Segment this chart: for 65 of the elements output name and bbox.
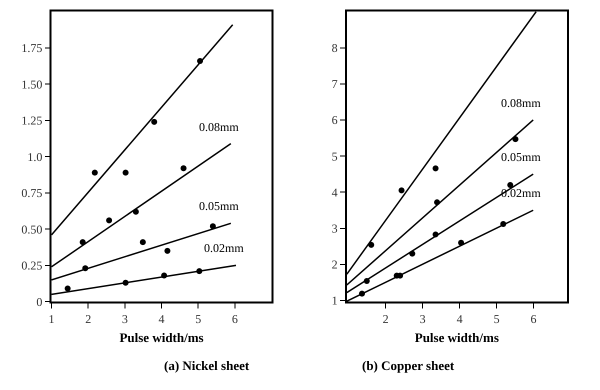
y-tick-label: 6 [332,113,338,128]
y-tick-label: 1.0 [27,150,42,164]
y-tick-label: 0.75 [21,186,42,200]
point [80,239,86,246]
x-tick-label: 6 [530,312,537,326]
y-tick-label: 1.50 [21,77,42,92]
point [458,240,464,246]
point [106,217,112,224]
y-tick-label: 8 [332,40,338,55]
y-tick-label: 1.75 [21,41,42,56]
point [164,248,170,254]
y-tick-label: 2 [332,258,338,272]
point [364,278,370,284]
point [151,118,158,125]
series-label: 0.02mm [204,241,244,255]
x-tick-label: 4 [158,312,165,326]
x-tick-label: 2 [85,312,92,326]
point [64,286,71,292]
y-tick-label: 0.25 [21,258,42,273]
point [500,220,506,227]
point [434,199,440,206]
series-label: 0.08mm [501,96,542,110]
point [358,290,365,297]
point [92,170,98,176]
x-tick-label: 5 [494,312,500,326]
series-label: 0.08mm [199,120,240,134]
x-tick-label: 5 [195,312,202,326]
y-tick-label: 5 [332,149,338,164]
y-tick-label: 1.25 [21,114,42,128]
y-tick-label: 7 [332,77,338,92]
series-label: 0.05mm [501,150,542,164]
point [82,265,88,272]
x-tick-label: 3 [122,312,128,326]
point [432,231,439,238]
point [210,223,216,230]
point [432,165,439,172]
point [409,250,416,257]
point [398,187,405,194]
y-tick-label: 0.50 [21,222,42,236]
y-tick-label: 4 [332,185,338,200]
point [196,268,202,274]
x-axis-title: Pulse width/ms [119,330,204,345]
x-axis-title: Pulse width/ms [414,330,499,345]
y-tick-label: 1 [332,294,338,308]
point [122,170,129,176]
x-tick-label: 4 [456,312,463,326]
point [140,239,146,246]
point [161,272,168,279]
point [512,136,518,142]
point [368,242,374,248]
y-tick-label: 0 [36,294,42,309]
point [197,58,204,64]
point [132,208,139,215]
text: (b) Copper sheet [362,358,455,373]
x-tick-label: 2 [382,312,389,326]
point [122,280,129,286]
point [507,182,514,188]
y-tick-label: 3 [332,222,338,236]
series-label: 0.05mm [199,199,240,213]
x-tick-label: 3 [420,312,426,326]
point [180,165,187,172]
x-tick-label: 6 [232,312,238,326]
text: (a) Nickel sheet [164,358,250,373]
x-tick-label: 1 [48,312,55,326]
series-label: 0.02mm [501,186,542,200]
